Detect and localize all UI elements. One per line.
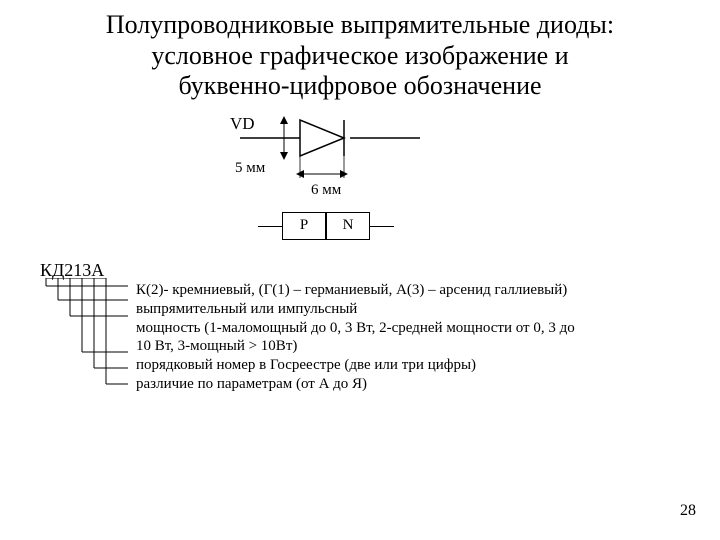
decode-lines: К(2)- кремниевый, (Г(1) – германиевый, А…: [40, 281, 680, 394]
decode-line-1: К(2)- кремниевый, (Г(1) – германиевый, А…: [136, 281, 680, 300]
diode-symbol-area: VD 5 мм 6 мм P N: [0, 108, 720, 248]
p-region-box: P: [282, 212, 326, 240]
diode-symbol-svg: [230, 108, 490, 208]
decode-line-5: порядковый номер в Госреестре (две или т…: [136, 356, 680, 375]
title-line-2: условное графическое изображение и: [30, 41, 690, 72]
title-line-3: буквенно-цифровое обозначение: [30, 71, 690, 102]
decode-line-6: различие по параметрам (от А до Я): [136, 375, 680, 394]
decode-line-3: мощность (1-маломощный до 0, 3 Вт, 2-сре…: [136, 319, 680, 338]
title-block: Полупроводниковые выпрямительные диоды: …: [0, 0, 720, 102]
n-lead-line: [370, 226, 394, 227]
dimension-height-label: 5 мм: [235, 160, 265, 177]
dimension-width-label: 6 мм: [311, 182, 341, 199]
p-lead-line: [258, 226, 282, 227]
decode-line-2: выпрямительный или импульсный: [136, 300, 680, 319]
decode-line-4: 10 Вт, 3-мощный > 10Вт): [136, 337, 680, 356]
page-number: 28: [680, 502, 696, 520]
title-line-1: Полупроводниковые выпрямительные диоды:: [30, 10, 690, 41]
designation-decode-area: КД213А К(2)- кремниевый, (Г(1) – германи…: [0, 260, 720, 394]
n-region-box: N: [326, 212, 370, 240]
pn-junction-box: P N: [258, 212, 394, 240]
